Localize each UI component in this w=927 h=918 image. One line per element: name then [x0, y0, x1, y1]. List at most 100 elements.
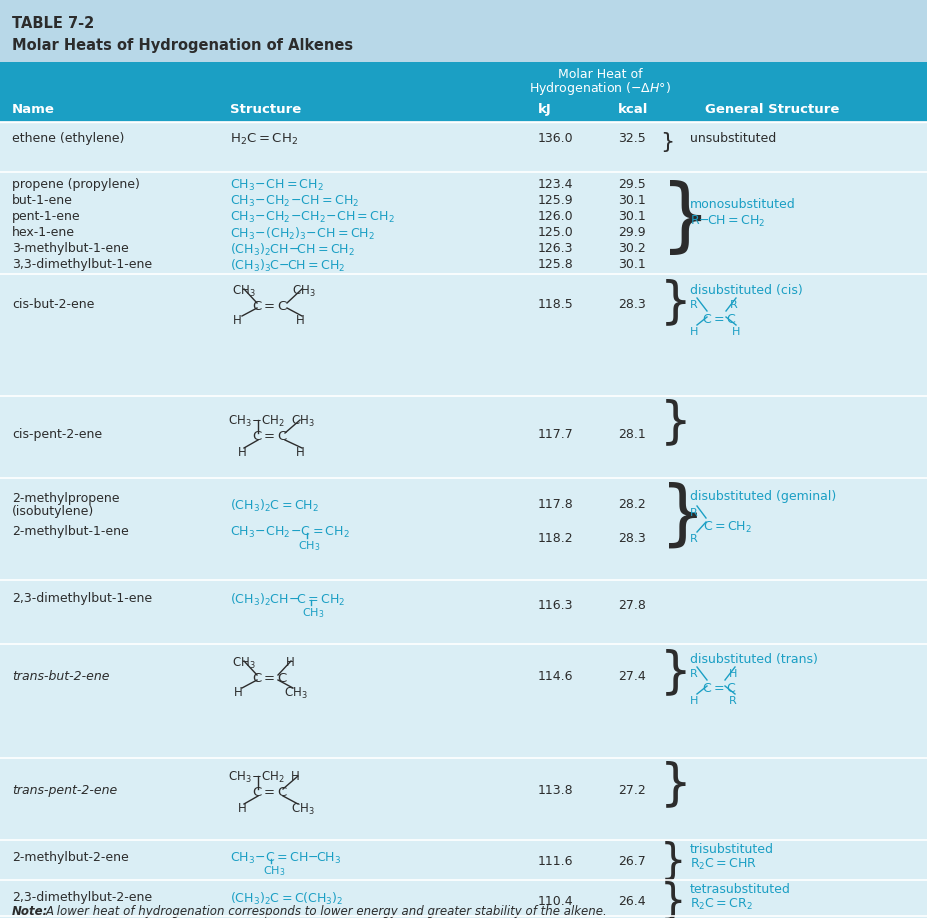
Text: 27.8: 27.8 — [617, 599, 645, 612]
Text: CH$_3\!-\!$CH$_2\!-\!$CH$=$CH$_2$: CH$_3\!-\!$CH$_2\!-\!$CH$=$CH$_2$ — [230, 194, 359, 209]
Text: H: H — [296, 314, 304, 327]
Text: 116.3: 116.3 — [538, 599, 573, 612]
Text: }: } — [659, 881, 686, 918]
Text: (CH$_3)_2$C$=$C(CH$_3)_2$: (CH$_3)_2$C$=$C(CH$_3)_2$ — [230, 891, 343, 907]
Text: H: H — [291, 770, 299, 783]
Bar — [0, 644, 927, 756]
Text: CH$_3$: CH$_3$ — [284, 686, 308, 701]
Text: 27.2: 27.2 — [617, 784, 645, 797]
Bar — [0, 396, 927, 476]
Text: 28.3: 28.3 — [617, 532, 645, 545]
Text: Structure: Structure — [230, 103, 301, 116]
Text: }: } — [659, 180, 710, 258]
Text: CH$_3\!-\!$CH$_2\!-\!$C$=$CH$_2$: CH$_3\!-\!$CH$_2\!-\!$C$=$CH$_2$ — [230, 525, 349, 540]
Text: 126.0: 126.0 — [538, 210, 573, 223]
Text: 2-methylpropene: 2-methylpropene — [12, 492, 120, 505]
Text: CH$_3\!-\!$CH$_2\!-\!$CH$_2\!-\!$CH$=$CH$_2$: CH$_3\!-\!$CH$_2\!-\!$CH$_2\!-\!$CH$=$CH… — [230, 210, 394, 225]
Text: R: R — [690, 300, 697, 310]
Text: 29.5: 29.5 — [617, 178, 645, 191]
Text: R: R — [690, 508, 697, 518]
Text: trans-pent-2-ene: trans-pent-2-ene — [12, 784, 117, 797]
Text: C$=$C: C$=$C — [252, 300, 287, 313]
Text: 30.1: 30.1 — [617, 210, 645, 223]
Text: }: } — [659, 482, 705, 551]
Text: TABLE 7-2: TABLE 7-2 — [12, 16, 95, 31]
Text: kJ: kJ — [538, 103, 552, 116]
Text: 2,3-dimethylbut-2-ene: 2,3-dimethylbut-2-ene — [12, 891, 152, 904]
Text: H: H — [731, 327, 740, 337]
Text: R$_2$C$=$CR$_2$: R$_2$C$=$CR$_2$ — [690, 897, 752, 912]
Text: CH$_3\!-\!$CH$_2$: CH$_3\!-\!$CH$_2$ — [228, 414, 285, 429]
Text: 3-methylbut-1-ene: 3-methylbut-1-ene — [12, 242, 129, 255]
Text: C$=$CH$_2$: C$=$CH$_2$ — [703, 520, 751, 535]
Text: trisubstituted: trisubstituted — [690, 843, 773, 856]
Text: R$_2$C$=$CHR: R$_2$C$=$CHR — [690, 857, 756, 872]
Text: unsubstituted: unsubstituted — [690, 132, 775, 145]
Text: H: H — [690, 327, 698, 337]
Text: 27.4: 27.4 — [617, 670, 645, 683]
Text: H: H — [286, 656, 295, 669]
Text: 2-methylbut-2-ene: 2-methylbut-2-ene — [12, 851, 129, 864]
Text: H: H — [233, 314, 242, 327]
Text: propene (propylene): propene (propylene) — [12, 178, 140, 191]
Text: }: } — [659, 648, 691, 696]
Text: }: } — [659, 760, 691, 808]
Text: 30.2: 30.2 — [617, 242, 645, 255]
Text: 117.7: 117.7 — [538, 428, 573, 441]
Text: (CH$_3)_2$C$=$CH$_2$: (CH$_3)_2$C$=$CH$_2$ — [230, 498, 319, 514]
Bar — [0, 840, 927, 878]
Bar — [0, 0, 927, 62]
Text: 136.0: 136.0 — [538, 132, 573, 145]
Text: H: H — [234, 686, 243, 699]
Text: 26.7: 26.7 — [617, 855, 645, 868]
Text: }: } — [659, 278, 691, 326]
Text: H$_2$C$=$CH$_2$: H$_2$C$=$CH$_2$ — [230, 132, 298, 147]
Text: CH$_3$: CH$_3$ — [232, 284, 256, 299]
Text: H: H — [296, 446, 304, 459]
Text: CH$_3\!-\!$CH$=$CH$_2$: CH$_3\!-\!$CH$=$CH$_2$ — [230, 178, 324, 193]
Text: H: H — [729, 669, 737, 679]
Text: trans-but-2-ene: trans-but-2-ene — [12, 670, 109, 683]
Text: CH$_3\!-\!$C$=$CH$-\!$CH$_3$: CH$_3\!-\!$C$=$CH$-\!$CH$_3$ — [230, 851, 341, 866]
Text: CH$_3$: CH$_3$ — [291, 802, 314, 817]
Text: 111.6: 111.6 — [538, 855, 573, 868]
Text: ethene (ethylene): ethene (ethylene) — [12, 132, 124, 145]
Text: 30.1: 30.1 — [617, 194, 645, 207]
Text: but-1-ene: but-1-ene — [12, 194, 73, 207]
Text: Name: Name — [12, 103, 55, 116]
Text: CH$_3$: CH$_3$ — [232, 656, 256, 671]
Text: disubstituted (geminal): disubstituted (geminal) — [690, 490, 835, 503]
Bar — [0, 62, 927, 120]
Text: 118.5: 118.5 — [538, 298, 573, 311]
Text: (isobutylene): (isobutylene) — [12, 505, 95, 518]
Text: 32.5: 32.5 — [617, 132, 645, 145]
Text: kcal: kcal — [617, 103, 648, 116]
Text: 3,3-dimethylbut-1-ene: 3,3-dimethylbut-1-ene — [12, 258, 152, 271]
Text: 126.3: 126.3 — [538, 242, 573, 255]
Text: CH$_3$: CH$_3$ — [262, 864, 286, 878]
Text: General Structure: General Structure — [705, 103, 838, 116]
Text: }: } — [659, 841, 686, 883]
Text: Hydrogenation ($-\Delta H°$): Hydrogenation ($-\Delta H°$) — [528, 80, 670, 97]
Text: 113.8: 113.8 — [538, 784, 573, 797]
Text: Note:: Note: — [12, 905, 48, 918]
Text: R$-\!$CH$=$CH$_2$: R$-\!$CH$=$CH$_2$ — [690, 214, 765, 230]
Text: 123.4: 123.4 — [538, 178, 573, 191]
Text: monosubstituted: monosubstituted — [690, 198, 794, 211]
Text: hex-1-ene: hex-1-ene — [12, 226, 75, 239]
Text: 28.2: 28.2 — [617, 498, 645, 511]
Text: cis-but-2-ene: cis-but-2-ene — [12, 298, 95, 311]
Text: 26.4: 26.4 — [617, 895, 645, 908]
Text: R: R — [690, 669, 697, 679]
Text: CH$_3\!-\!$(CH$_2)_3\!-\!$CH$=$CH$_2$: CH$_3\!-\!$(CH$_2)_3\!-\!$CH$=$CH$_2$ — [230, 226, 375, 242]
Text: 28.1: 28.1 — [617, 428, 645, 441]
Bar — [0, 172, 927, 272]
Text: R: R — [729, 696, 736, 706]
Text: H: H — [690, 696, 698, 706]
Text: CH$_3$: CH$_3$ — [292, 284, 315, 299]
Text: disubstituted (trans): disubstituted (trans) — [690, 653, 817, 666]
Text: CH$_3$: CH$_3$ — [301, 606, 324, 620]
Text: Molar Heat of: Molar Heat of — [557, 68, 641, 81]
Bar — [0, 758, 927, 838]
Text: }: } — [659, 132, 673, 152]
